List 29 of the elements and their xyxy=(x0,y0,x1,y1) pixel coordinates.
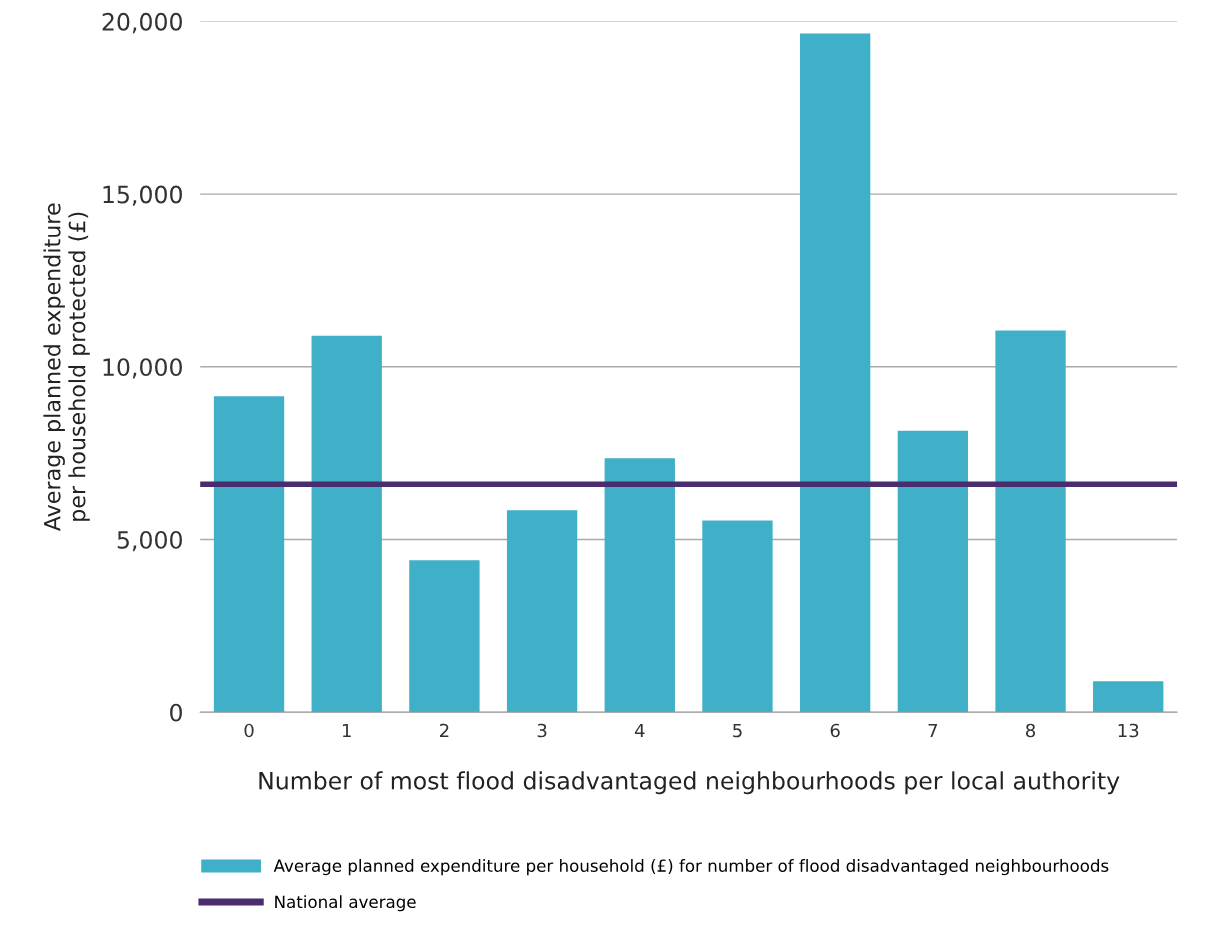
x-tick-label: 5 xyxy=(733,723,742,738)
y-tick-label: 20,000 xyxy=(102,12,182,34)
x-axis-title: Number of most flood disadvantaged neighbourhoods per local authority xyxy=(259,771,1120,795)
bar xyxy=(604,458,675,713)
x-tick-label: 0 xyxy=(244,723,254,738)
x-tick-label: 7 xyxy=(928,723,938,738)
y-tick-label: 15,000 xyxy=(103,185,182,206)
x-tick-label: 3 xyxy=(537,723,547,738)
y-tick-label: 0 xyxy=(170,703,182,722)
y-tick-label: 5,000 xyxy=(117,530,182,552)
legend-label: National average xyxy=(275,895,416,912)
bar xyxy=(702,520,773,713)
x-tick-label: 8 xyxy=(1026,723,1036,738)
x-tick-label: 1 xyxy=(342,723,351,738)
x-tick-label: 2 xyxy=(439,723,449,738)
bar xyxy=(1093,681,1164,713)
y-axis-title: Average planned expenditure per household protected (£) xyxy=(43,203,90,532)
y-tick-label: 10,000 xyxy=(103,358,182,379)
bar xyxy=(897,430,969,713)
x-tick-label: 6 xyxy=(830,723,840,738)
bar xyxy=(506,510,578,713)
bar xyxy=(409,560,480,713)
bar xyxy=(995,330,1066,713)
legend-label: Average planned expenditure per household (£) for number of flood disadvantaged neighbourhoods xyxy=(273,859,1109,876)
x-tick-label: 13 xyxy=(1118,723,1139,738)
bar xyxy=(213,396,285,713)
x-tick-label: 4 xyxy=(634,723,645,738)
bar xyxy=(799,33,871,713)
bar xyxy=(311,335,382,713)
